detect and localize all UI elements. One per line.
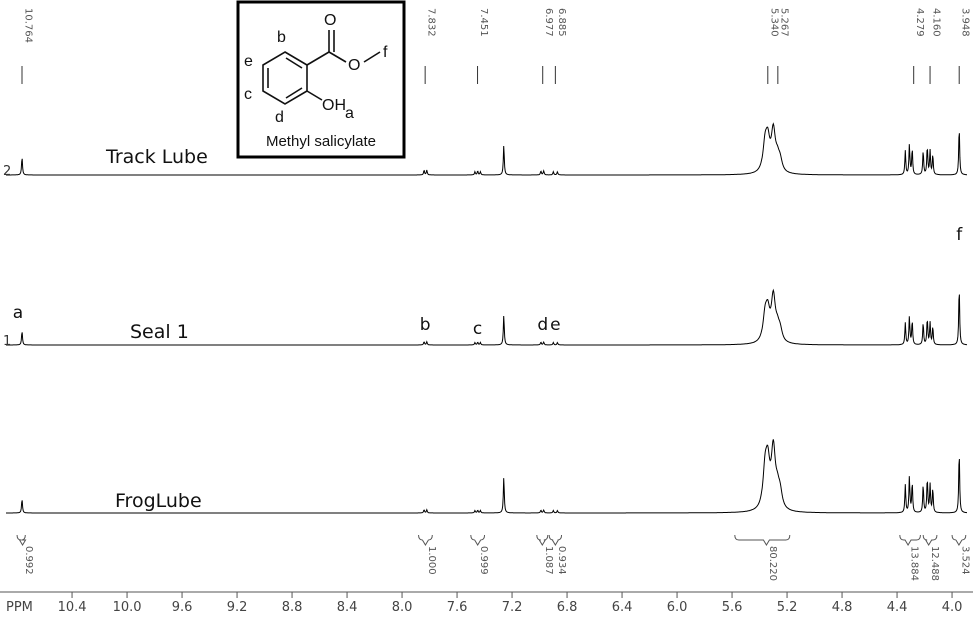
integral-bracket	[734, 534, 791, 546]
assignment-label: a	[13, 303, 23, 323]
molecule-inset-frame	[236, 0, 406, 159]
bond-ring-hydroxyl	[306, 90, 323, 101]
integral-bracket	[536, 534, 549, 546]
integral-bracket	[922, 534, 938, 546]
assignment-label: f	[956, 225, 963, 245]
integral-group: 0.992 1.000 0.999 1.087 0.934 80.220 13.884 12.…	[16, 534, 970, 581]
bond-carbonyl-ester	[328, 51, 347, 63]
integral-value: 0.999	[478, 546, 489, 575]
atom-label-c: c	[244, 86, 252, 103]
x-tick-label: 6.8	[557, 600, 578, 615]
x-axis-label: PPM	[6, 600, 33, 615]
assignment-label: e	[550, 315, 560, 335]
peak-label-group: 10.764 7.832 7.451 6.977 6.885 5.340 5.267 4.27…	[21, 8, 971, 84]
x-tick-label: 8.0	[392, 600, 413, 615]
assignment-label: d	[537, 315, 548, 335]
x-tick-label: 4.0	[942, 600, 963, 615]
peak-label: 3.948	[960, 8, 971, 37]
peak-label: 6.977	[543, 8, 554, 37]
integral-bracket	[418, 534, 433, 546]
integral-value: 1.087	[543, 546, 554, 575]
integral-value: 3.524	[959, 546, 970, 575]
atom-label-a: a	[345, 105, 354, 122]
integral-bracket	[16, 534, 27, 546]
ring-double-bond-bottom	[285, 87, 303, 99]
spectrum-trace	[6, 122, 967, 176]
x-tick-label: 10.0	[113, 600, 142, 615]
integral-bracket	[548, 534, 563, 546]
integral-value: 1.000	[426, 546, 437, 575]
x-axis-ticks: 10.4 10.0 9.6 9.2 8.8 8.4 8.0 7.6 7.2 6.8 6.4 6.0 5.…	[58, 592, 963, 615]
assignment-label: c	[473, 319, 482, 339]
trace-label-group: Track Lube 2 Seal 1 1 FrogLube	[3, 146, 208, 512]
atom-label-e: e	[244, 53, 253, 70]
peak-label: 7.832	[426, 8, 437, 37]
integral-value: 0.934	[556, 546, 567, 575]
peak-label: 4.279	[914, 8, 925, 37]
x-tick-label: 7.2	[502, 600, 523, 615]
x-tick-label: 7.6	[447, 600, 468, 615]
x-tick-label: 4.8	[832, 600, 853, 615]
benzene-ring	[262, 30, 381, 105]
integral-bracket	[470, 534, 486, 546]
integral-value: 0.992	[23, 546, 34, 575]
integral-bracket	[951, 534, 967, 546]
bond-ester-methyl	[363, 51, 381, 63]
integral-value: 80.220	[767, 546, 778, 581]
molecule-inset: O O f OH a b e c d Methyl salicylate	[236, 0, 406, 159]
spectrum-trace	[6, 288, 968, 346]
ring-double-bond-top	[285, 57, 303, 69]
trace-group	[6, 122, 968, 514]
x-tick-label: 5.6	[722, 600, 743, 615]
peak-label: 6.885	[556, 8, 567, 37]
atom-oh: OH	[322, 97, 346, 114]
bond-ring-carbonyl	[306, 51, 330, 66]
x-tick-label: 9.6	[172, 600, 193, 615]
trace-index-label: 1	[3, 334, 11, 349]
assignment-label: b	[420, 315, 431, 335]
x-tick-label: 4.4	[887, 600, 908, 615]
integral-value: 13.884	[909, 546, 920, 581]
assignment-label-group: a b c d e f	[13, 225, 963, 339]
trace-index-label: 2	[3, 164, 11, 179]
peak-label: 5.267	[778, 8, 789, 37]
trace-label: Track Lube	[105, 146, 208, 168]
peak-label: 10.764	[23, 8, 34, 43]
x-tick-label: 6.0	[667, 600, 688, 615]
peak-label: 5.340	[768, 8, 779, 37]
peak-label: 4.160	[931, 8, 942, 37]
atom-o-ester: O	[348, 57, 360, 74]
atom-label-d: d	[275, 109, 284, 126]
atom-o-carbonyl: O	[324, 12, 336, 29]
x-tick-label: 10.4	[58, 600, 87, 615]
x-tick-label: 6.4	[612, 600, 633, 615]
spectrum-trace	[6, 439, 967, 514]
atom-label-b: b	[277, 29, 286, 46]
x-tick-label: 8.8	[282, 600, 303, 615]
x-tick-label: 8.4	[337, 600, 358, 615]
peak-label: 7.451	[478, 8, 489, 37]
trace-label: Seal 1	[130, 321, 189, 343]
atom-label-f: f	[383, 44, 388, 61]
x-tick-label: 9.2	[227, 600, 248, 615]
compound-name: Methyl salicylate	[266, 133, 376, 150]
integral-bracket	[899, 534, 921, 546]
integral-value: 12.488	[929, 546, 940, 581]
x-tick-label: 5.2	[777, 600, 798, 615]
trace-label: FrogLube	[115, 490, 202, 512]
